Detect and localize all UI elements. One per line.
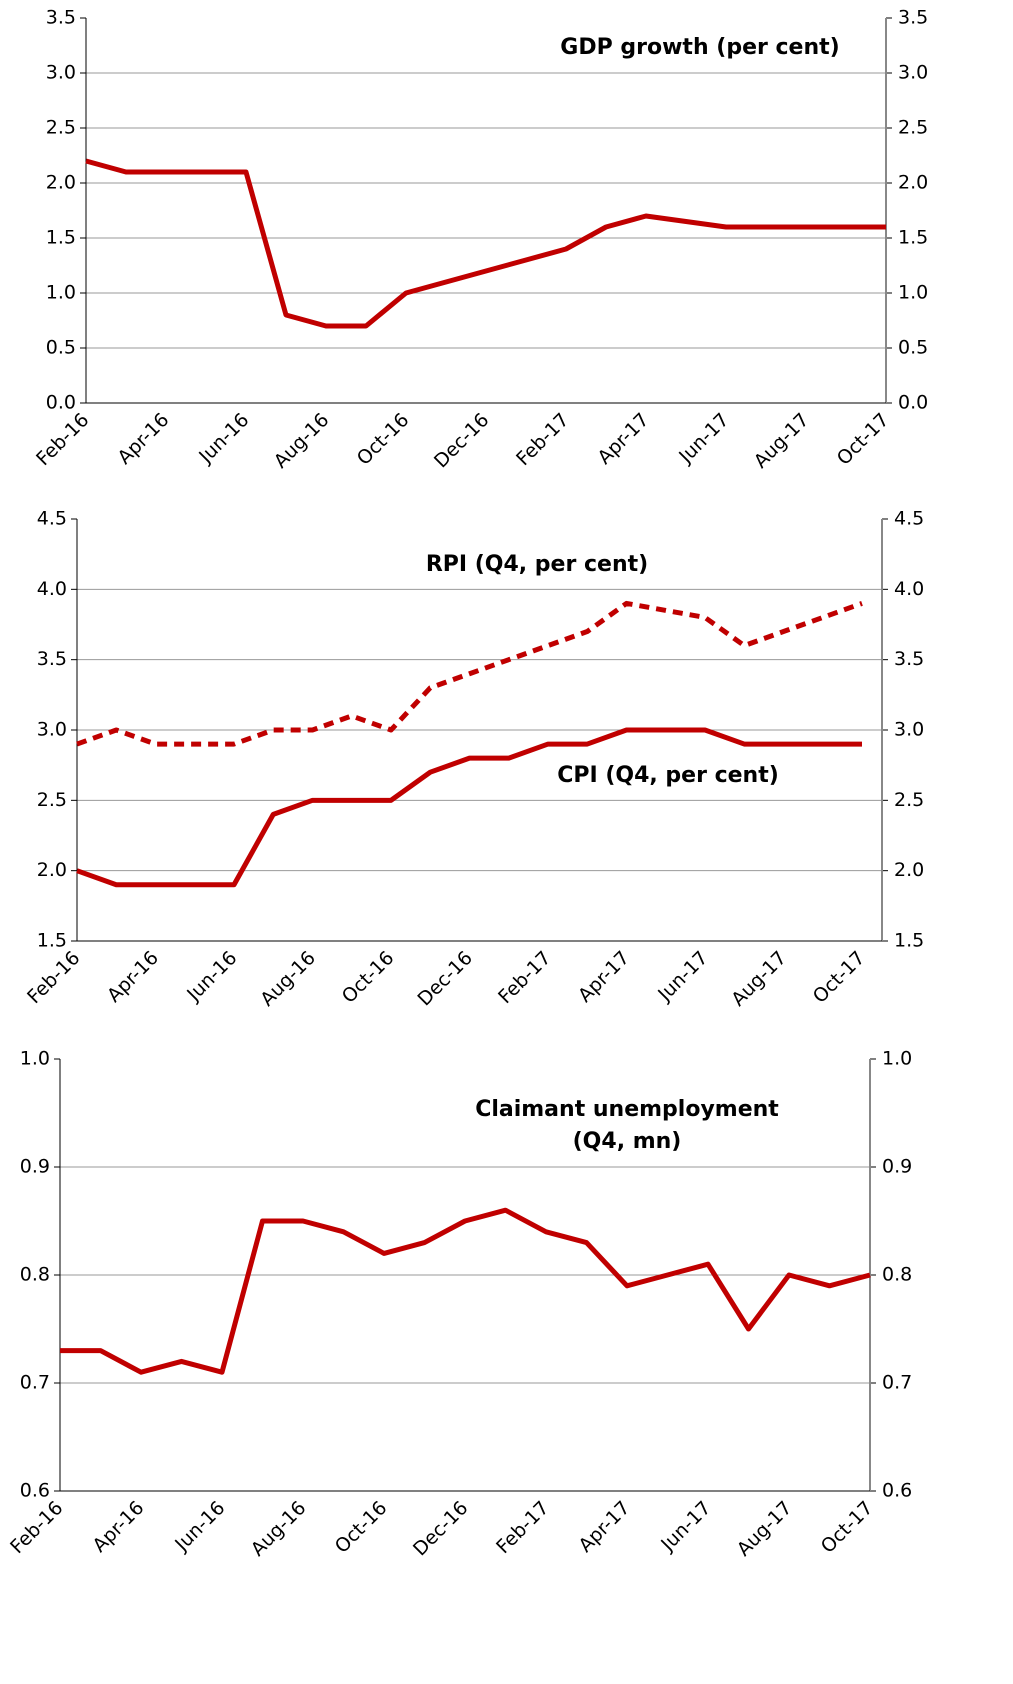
x-tick-label: Aug-17	[750, 409, 814, 473]
y2-tick-label: 2.5	[894, 789, 924, 811]
x-tick-label: Apr-16	[103, 947, 163, 1007]
y-tick-label: 0.6	[20, 1480, 50, 1502]
x-tick-label: Feb-17	[512, 409, 573, 470]
x-tick-label: Dec-16	[413, 947, 477, 1011]
data-line	[85, 158, 886, 329]
y2-tick-label: 2.0	[894, 859, 924, 881]
y2-tick-label: 0.8	[882, 1264, 912, 1286]
y-tick-label: 3.0	[46, 62, 76, 84]
x-tick-label: Jun-16	[194, 409, 253, 468]
y-tick-label: 0.0	[46, 392, 76, 414]
y-tick-label: 3.5	[37, 648, 67, 670]
y2-tick-label: 3.0	[898, 62, 928, 84]
x-tick-label: Apr-17	[575, 1497, 635, 1557]
y-tick-label: 3.5	[46, 7, 76, 29]
x-tick-label: Oct-17	[833, 409, 894, 470]
y-tick-label: 4.5	[37, 508, 67, 530]
x-tick-label: Jun-17	[674, 409, 733, 468]
x-tick-label: Oct-17	[809, 947, 870, 1008]
y-tick-label: 2.0	[46, 172, 76, 194]
x-tick-label: Aug-16	[247, 1497, 311, 1561]
y-tick-label: 3.0	[37, 719, 67, 741]
y-tick-label: 0.5	[46, 337, 76, 359]
data-line	[60, 1207, 871, 1375]
x-tick-label: Aug-17	[733, 1497, 797, 1561]
x-tick-label: Oct-16	[353, 409, 414, 470]
chart-title: Claimant unemployment	[475, 1097, 779, 1122]
x-tick-label: Aug-16	[270, 409, 334, 473]
y-tick-label: 2.5	[46, 117, 76, 139]
x-tick-label: Apr-16	[89, 1497, 149, 1557]
y-tick-label: 1.0	[20, 1048, 50, 1070]
y-tick-label: 1.5	[37, 930, 67, 952]
y-tick-label: 1.0	[46, 282, 76, 304]
x-tick-label: Apr-17	[574, 947, 634, 1007]
chart-title: (Q4, mn)	[573, 1129, 682, 1154]
chart-title: GDP growth (per cent)	[560, 35, 839, 60]
x-tick-label: Oct-17	[817, 1497, 878, 1558]
x-tick-label: Oct-16	[338, 947, 399, 1008]
x-tick-label: Jun-17	[656, 1497, 715, 1556]
y-tick-label: 1.5	[46, 227, 76, 249]
y2-tick-label: 1.5	[894, 930, 924, 952]
y2-tick-label: 4.5	[894, 508, 924, 530]
y2-tick-label: 1.5	[898, 227, 928, 249]
x-tick-label: Aug-16	[256, 947, 320, 1011]
y2-tick-label: 2.5	[898, 117, 928, 139]
x-tick-label: Feb-16	[32, 409, 93, 470]
y2-tick-label: 3.5	[894, 648, 924, 670]
data-line	[76, 600, 863, 747]
series-label: CPI (Q4, per cent)	[557, 763, 779, 788]
data-line	[76, 727, 862, 888]
x-tick-label: Feb-17	[492, 1497, 553, 1558]
x-tick-label: Feb-16	[23, 947, 84, 1008]
y2-tick-label: 0.9	[882, 1156, 912, 1178]
y-tick-label: 0.9	[20, 1156, 50, 1178]
y-tick-label: 4.0	[37, 578, 67, 600]
x-tick-label: Oct-16	[331, 1497, 392, 1558]
x-tick-label: Feb-17	[494, 947, 555, 1008]
y2-tick-label: 1.0	[898, 282, 928, 304]
series-label: RPI (Q4, per cent)	[426, 552, 648, 577]
y2-tick-label: 3.5	[898, 7, 928, 29]
x-tick-label: Apr-17	[594, 409, 654, 469]
y2-tick-label: 3.0	[894, 719, 924, 741]
y-tick-label: 2.5	[37, 789, 67, 811]
y2-tick-label: 0.0	[898, 392, 928, 414]
x-tick-label: Dec-16	[430, 409, 494, 473]
y2-tick-label: 0.6	[882, 1480, 912, 1502]
y2-tick-label: 0.7	[882, 1372, 912, 1394]
y-tick-label: 0.8	[20, 1264, 50, 1286]
y-tick-label: 0.7	[20, 1372, 50, 1394]
y2-tick-label: 4.0	[894, 578, 924, 600]
y2-tick-label: 2.0	[898, 172, 928, 194]
x-tick-label: Dec-16	[409, 1497, 473, 1561]
x-tick-label: Jun-16	[170, 1497, 229, 1556]
x-tick-label: Aug-17	[727, 947, 791, 1011]
y2-tick-label: 1.0	[882, 1048, 912, 1070]
x-tick-label: Jun-17	[653, 947, 712, 1006]
y2-tick-label: 0.5	[898, 337, 928, 359]
y-tick-label: 2.0	[37, 859, 67, 881]
x-tick-label: Jun-16	[182, 947, 241, 1006]
x-tick-label: Feb-16	[6, 1497, 67, 1558]
x-tick-label: Apr-16	[114, 409, 174, 469]
